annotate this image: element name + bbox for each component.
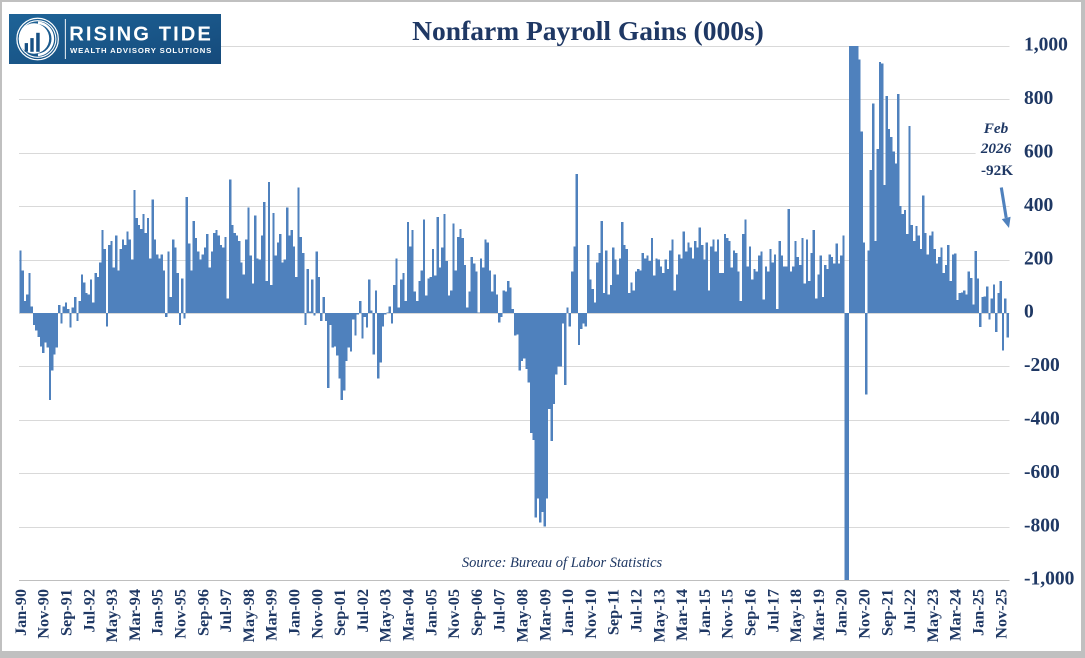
svg-text:Sep-11: Sep-11 (604, 589, 623, 635)
svg-text:-200: -200 (1024, 355, 1060, 376)
svg-text:Nov-90: Nov-90 (34, 589, 53, 639)
svg-text:Jan-20: Jan-20 (832, 589, 851, 636)
svg-text:Nov-95: Nov-95 (171, 589, 190, 639)
svg-text:Source: Bureau of Labor Statis: Source: Bureau of Labor Statistics (462, 555, 663, 571)
svg-text:RISING TIDE: RISING TIDE (69, 24, 213, 46)
svg-text:Nov-25: Nov-25 (991, 589, 1010, 639)
svg-text:Jul-07: Jul-07 (490, 589, 509, 632)
svg-text:Nov-00: Nov-00 (307, 589, 326, 639)
svg-text:Jan-10: Jan-10 (558, 589, 577, 636)
svg-text:800: 800 (1024, 88, 1053, 109)
svg-text:Mar-09: Mar-09 (535, 589, 554, 641)
svg-text:May-23: May-23 (923, 589, 942, 642)
svg-text:Mar-24: Mar-24 (946, 589, 965, 641)
svg-text:Sep-01: Sep-01 (330, 589, 349, 636)
svg-text:WEALTH ADVISORY SOLUTIONS: WEALTH ADVISORY SOLUTIONS (70, 46, 212, 55)
svg-text:-400: -400 (1024, 409, 1060, 430)
svg-text:1,000: 1,000 (1024, 35, 1068, 56)
svg-text:200: 200 (1024, 248, 1053, 269)
svg-text:Feb: Feb (983, 120, 1009, 137)
svg-text:-92K: -92K (981, 162, 1013, 179)
svg-text:Jul-92: Jul-92 (79, 589, 98, 632)
svg-text:Jan-95: Jan-95 (148, 589, 167, 636)
svg-text:Jul-97: Jul-97 (216, 589, 235, 632)
svg-text:Mar-19: Mar-19 (809, 589, 828, 641)
svg-text:400: 400 (1024, 195, 1053, 216)
svg-text:0: 0 (1024, 302, 1034, 323)
svg-text:Sep-06: Sep-06 (467, 589, 486, 636)
svg-text:May-03: May-03 (376, 589, 395, 642)
svg-text:Sep-96: Sep-96 (193, 589, 212, 636)
svg-text:Mar-04: Mar-04 (399, 589, 418, 641)
svg-text:Jan-25: Jan-25 (969, 589, 988, 636)
svg-text:600: 600 (1024, 142, 1053, 163)
svg-text:Mar-99: Mar-99 (262, 589, 281, 641)
svg-text:Nov-20: Nov-20 (855, 589, 874, 639)
svg-text:Jul-12: Jul-12 (627, 589, 646, 632)
svg-text:May-98: May-98 (239, 589, 258, 642)
svg-text:Jul-22: Jul-22 (900, 589, 919, 632)
svg-text:May-08: May-08 (513, 589, 532, 642)
svg-text:May-13: May-13 (649, 589, 668, 642)
svg-text:-800: -800 (1024, 515, 1060, 536)
svg-text:Jul-17: Jul-17 (763, 589, 782, 632)
svg-text:Jan-00: Jan-00 (285, 589, 304, 636)
svg-text:Nov-10: Nov-10 (581, 589, 600, 639)
svg-text:Mar-14: Mar-14 (672, 589, 691, 641)
svg-text:Sep-21: Sep-21 (877, 589, 896, 636)
svg-text:Nov-05: Nov-05 (444, 589, 463, 639)
svg-text:Sep-91: Sep-91 (57, 589, 76, 636)
svg-text:Jan-05: Jan-05 (421, 589, 440, 636)
svg-text:2026: 2026 (980, 140, 1012, 157)
svg-text:-1,000: -1,000 (1024, 569, 1074, 590)
svg-text:Nov-15: Nov-15 (718, 589, 737, 639)
svg-text:Nonfarm Payroll Gains (000s): Nonfarm Payroll Gains (000s) (412, 15, 764, 46)
svg-text:Sep-16: Sep-16 (741, 589, 760, 636)
svg-text:Jul-02: Jul-02 (353, 589, 372, 632)
svg-text:Mar-94: Mar-94 (125, 589, 144, 641)
svg-text:-600: -600 (1024, 462, 1060, 483)
svg-text:Jan-15: Jan-15 (695, 589, 714, 636)
svg-text:May-18: May-18 (786, 589, 805, 642)
svg-text:Jan-90: Jan-90 (11, 589, 30, 636)
svg-text:May-93: May-93 (102, 589, 121, 642)
